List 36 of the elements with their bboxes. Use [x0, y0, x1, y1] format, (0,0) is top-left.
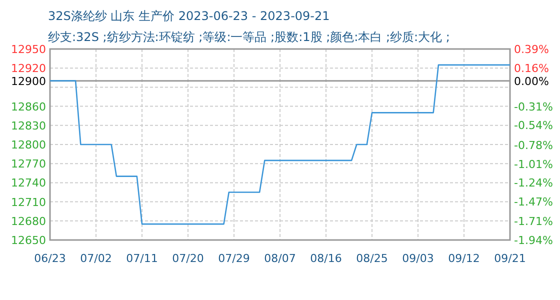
- y-tick-label: 12770: [11, 158, 46, 171]
- y-tick-label: 12830: [11, 119, 46, 132]
- y2-tick-label: -1.01%: [514, 158, 553, 171]
- y2-tick-label: -1.71%: [514, 215, 553, 228]
- x-tick-label: 07/11: [126, 252, 158, 265]
- y2-tick-label: -1.24%: [514, 176, 553, 190]
- chart-subtitle: 纱支:32S ;纺纱方法:环锭纺 ;等级:一等品 ;股数:1股 ;颜色:本白 ;纱质:大化 ;: [48, 30, 450, 44]
- y-tick-label: 12740: [11, 176, 46, 190]
- x-tick-label: 07/29: [218, 252, 250, 265]
- x-tick-label: 09/03: [402, 252, 434, 265]
- y2-tick-label: 0.39%: [514, 43, 549, 56]
- y2-tick-label: 0.00%: [514, 74, 549, 88]
- y-tick-label: 12710: [11, 196, 46, 209]
- y-tick-label: 12650: [11, 234, 46, 247]
- y-tick-label: 12920: [11, 62, 46, 76]
- x-tick-label: 08/25: [356, 252, 388, 265]
- x-tick-label: 07/20: [172, 252, 204, 265]
- y2-tick-label: -1.47%: [514, 195, 553, 208]
- x-tick-label: 09/21: [494, 252, 526, 265]
- y-tick-label: 12800: [11, 138, 46, 152]
- y-tick-label: 12860: [11, 100, 46, 114]
- y-tick-label: 12950: [11, 43, 46, 56]
- y2-tick-label: 0.16%: [514, 62, 549, 75]
- ref-line-label: 12900: [11, 74, 46, 88]
- y-tick-label: 12680: [11, 214, 46, 228]
- y2-tick-label: -1.94%: [514, 234, 553, 247]
- line-series: [49, 64, 511, 225]
- x-tick-label: 09/12: [448, 252, 480, 265]
- x-tick-label: 08/07: [264, 252, 296, 265]
- x-tick-label: 08/16: [310, 252, 342, 265]
- y2-tick-label: -0.54%: [514, 119, 553, 132]
- y2-tick-label: -0.78%: [514, 138, 553, 152]
- x-tick-label: 07/02: [80, 252, 112, 265]
- y2-tick-label: -0.31%: [514, 100, 553, 114]
- x-tick-label: 06/23: [34, 252, 66, 265]
- chart-title: 32S涤纶纱 山东 生产价 2023-06-23 - 2023-09-21: [48, 9, 330, 23]
